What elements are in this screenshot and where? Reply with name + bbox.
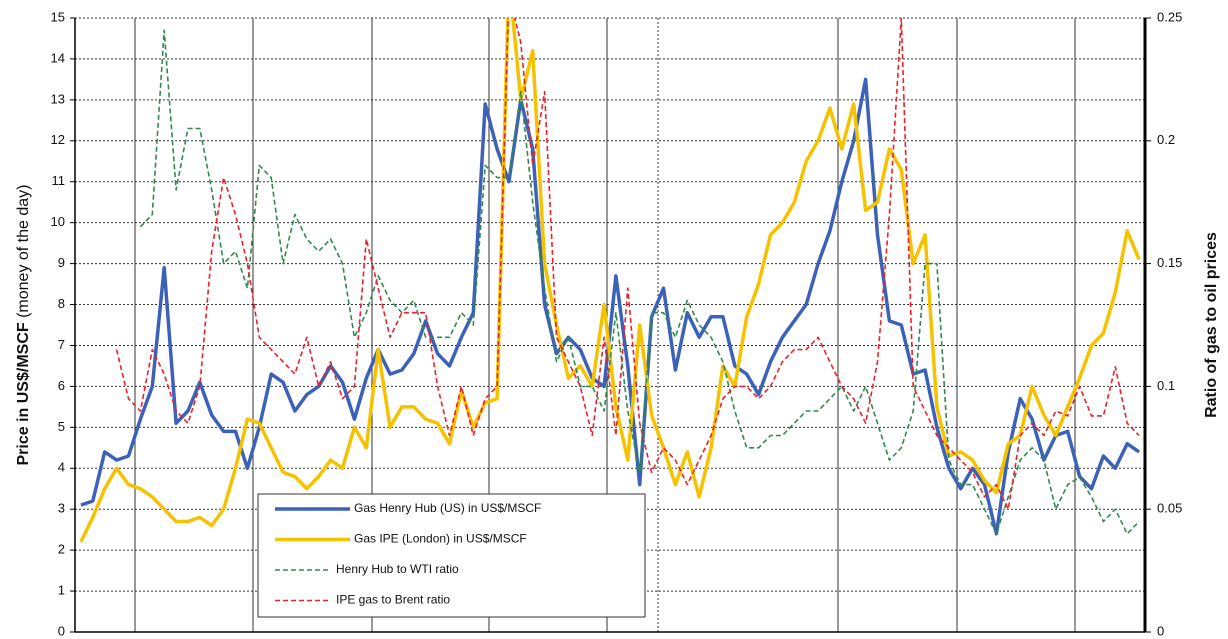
y-tick-label: 2: [58, 542, 65, 557]
y-tick-label: 5: [58, 419, 65, 434]
y-tick-label: 6: [58, 378, 65, 393]
series-group: [79, 18, 1141, 543]
y-axis-label-main: Price in US$/MSCF: [15, 322, 32, 465]
y-tick-label: 7: [58, 337, 65, 352]
y-tick-label: 8: [58, 296, 65, 311]
y-axis-label-note: (money of the day): [15, 184, 32, 317]
y-tick-label: 12: [51, 132, 65, 147]
series-line: [80, 77, 1141, 536]
y-tick-label: 0: [58, 623, 65, 638]
series-line: [115, 18, 1140, 510]
y-tick-label: 1: [58, 583, 65, 598]
y2-tick-label: 0.1: [1157, 378, 1175, 393]
y2-tick-label: 0: [1157, 623, 1164, 638]
y2-tick-label: 0.25: [1157, 9, 1182, 24]
y2-tick-label: 0.2: [1157, 132, 1175, 147]
y2-tick-label: 0.05: [1157, 501, 1182, 516]
legend-label: Gas Henry Hub (US) in US$/MSCF: [354, 501, 541, 515]
series-line: [139, 29, 1140, 535]
y-axis-label: Price in US$/MSCF (money of the day): [15, 184, 32, 465]
y-tick-label: 11: [52, 173, 66, 188]
y-tick-label: 13: [51, 91, 65, 106]
y2-axis-label: Ratio of gas to oil prices: [1203, 232, 1220, 418]
series-line: [79, 18, 1141, 543]
y-tick-label: 9: [58, 255, 65, 270]
y-tick-label: 3: [58, 501, 65, 516]
y-tick-label: 15: [51, 9, 65, 24]
y-tick-label: 10: [51, 214, 65, 229]
legend: [257, 493, 646, 618]
legend-label: Gas IPE (London) in US$/MSCF: [354, 532, 527, 546]
legend-label: IPE gas to Brent ratio: [336, 593, 450, 607]
legend-label: Henry Hub to WTI ratio: [336, 562, 459, 576]
y-tick-label: 4: [58, 460, 65, 475]
y-tick-label: 14: [51, 50, 65, 65]
plot: [75, 17, 1145, 633]
y2-tick-label: 0.15: [1157, 255, 1182, 270]
